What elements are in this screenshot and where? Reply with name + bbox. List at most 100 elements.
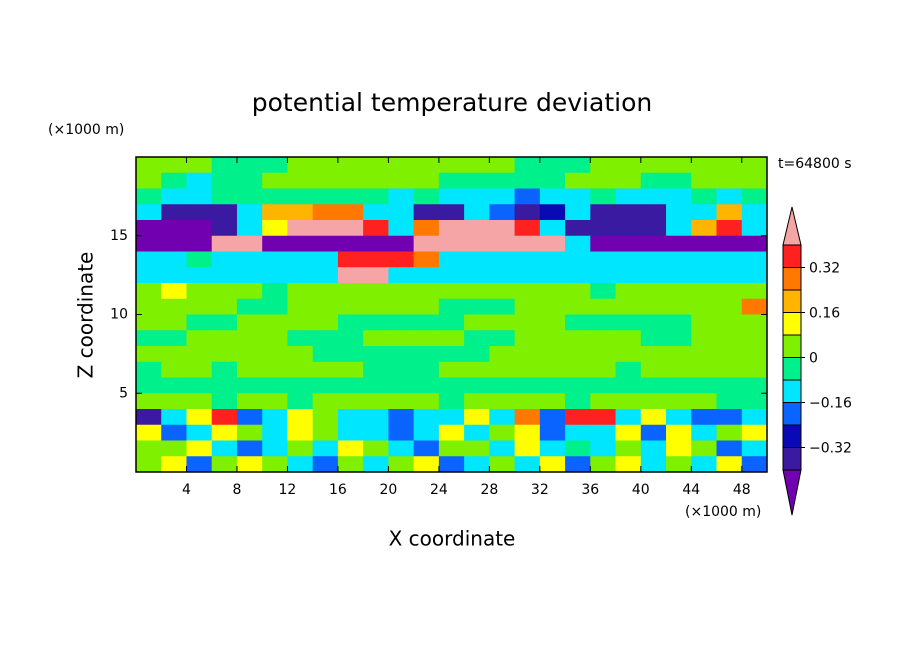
cell: [136, 235, 162, 252]
cell: [236, 220, 263, 237]
cell: [615, 298, 642, 315]
cell: [413, 330, 440, 347]
x-tick-label: 8: [232, 482, 241, 498]
cell: [337, 409, 364, 426]
cell: [211, 283, 238, 300]
cell: [565, 251, 591, 268]
cell: [741, 298, 768, 315]
cell: [539, 361, 566, 378]
cell: [438, 440, 465, 457]
cell: [236, 267, 263, 284]
cell: [211, 298, 238, 315]
cell: [186, 188, 213, 205]
cell: [666, 235, 692, 252]
cell: [136, 283, 162, 300]
colorbar-label: 0.16: [809, 306, 840, 322]
cell: [741, 346, 768, 363]
cell: [438, 409, 465, 426]
cell: [262, 424, 288, 441]
cell: [489, 283, 516, 300]
cell: [514, 157, 541, 174]
cell: [388, 172, 415, 189]
cell: [211, 409, 238, 426]
cell: [741, 220, 768, 237]
colorbar-high: [782, 206, 802, 246]
cell: [666, 346, 692, 363]
cell: [312, 393, 339, 410]
cell: [590, 235, 617, 252]
cell: [590, 283, 617, 300]
cell: [716, 188, 743, 205]
cell: [413, 157, 440, 174]
cell: [539, 283, 566, 300]
cell: [388, 424, 415, 441]
cell: [640, 393, 667, 410]
cell: [565, 330, 591, 347]
colorbar-label: 0: [809, 351, 818, 367]
cell: [161, 314, 187, 331]
cell: [640, 409, 667, 426]
cell: [741, 456, 768, 473]
cell: [262, 440, 288, 457]
cell: [691, 157, 718, 174]
cell: [741, 235, 768, 252]
cell: [236, 424, 263, 441]
cell: [236, 298, 263, 315]
cell: [590, 298, 617, 315]
cell: [640, 188, 667, 205]
cell: [136, 409, 162, 426]
cell: [312, 267, 339, 284]
cell: [413, 346, 440, 363]
cell: [640, 283, 667, 300]
cell: [640, 330, 667, 347]
cell: [312, 172, 339, 189]
cell: [741, 424, 768, 441]
cell: [161, 346, 187, 363]
cell: [514, 283, 541, 300]
cell: [161, 172, 187, 189]
cell: [640, 361, 667, 378]
cell: [716, 235, 743, 252]
cell: [161, 456, 187, 473]
cell: [161, 361, 187, 378]
cell: [136, 267, 162, 284]
cell: [136, 346, 162, 363]
cell: [211, 267, 238, 284]
cell: [312, 235, 339, 252]
cell: [514, 456, 541, 473]
cell: [363, 440, 389, 457]
cell: [666, 204, 692, 221]
colorbar-box: [782, 447, 802, 471]
field: [136, 157, 768, 473]
cell: [565, 456, 591, 473]
cell: [691, 314, 718, 331]
cell: [716, 157, 743, 174]
cell: [489, 424, 516, 441]
cell: [136, 204, 162, 221]
cell: [615, 409, 642, 426]
cell: [211, 251, 238, 268]
cell: [565, 393, 591, 410]
x-tick-label: 44: [682, 482, 700, 498]
cell: [489, 157, 516, 174]
cell: [716, 440, 743, 457]
cell: [186, 330, 213, 347]
cell: [287, 377, 314, 394]
cell: [565, 361, 591, 378]
cell: [388, 330, 415, 347]
cell: [363, 251, 389, 268]
cell: [741, 393, 768, 410]
cell: [640, 424, 667, 441]
cell: [413, 235, 440, 252]
cell: [337, 220, 364, 237]
cell: [312, 157, 339, 174]
cell: [363, 172, 389, 189]
cell: [211, 424, 238, 441]
cell: [136, 251, 162, 268]
cell: [413, 314, 440, 331]
cell: [363, 424, 389, 441]
cell: [186, 298, 213, 315]
cell: [262, 409, 288, 426]
cell: [438, 251, 465, 268]
cell: [363, 361, 389, 378]
